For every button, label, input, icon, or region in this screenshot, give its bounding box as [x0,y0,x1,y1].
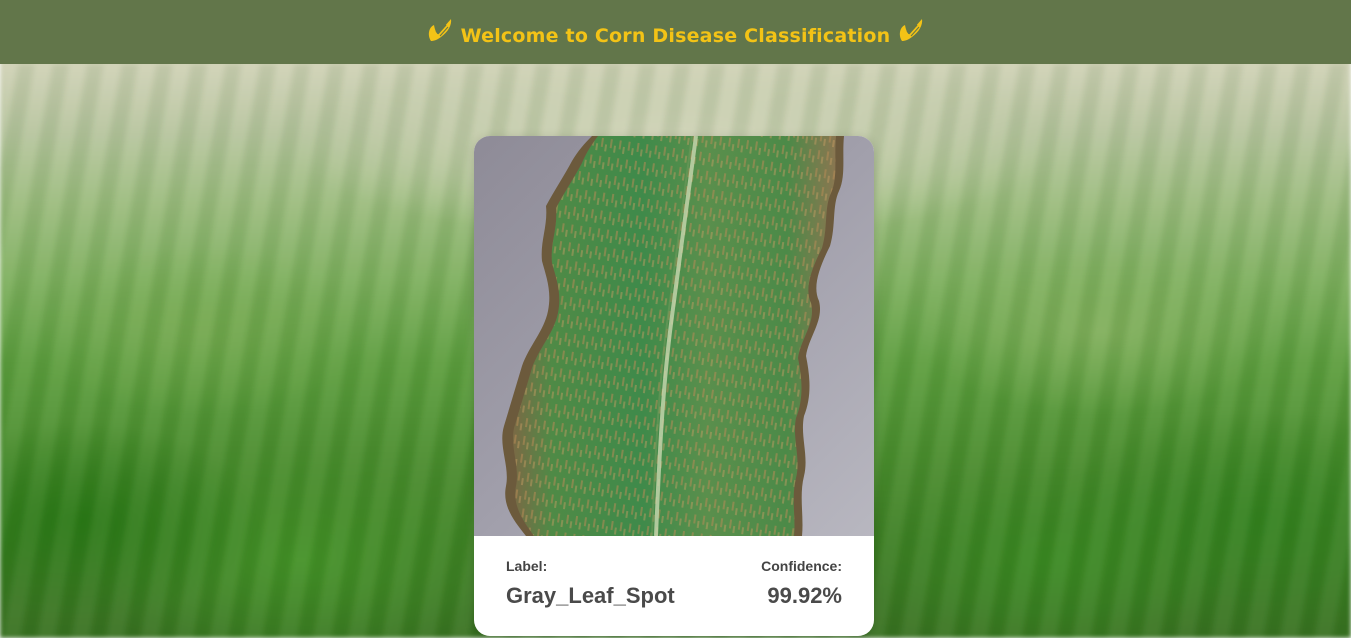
corn-icon [428,19,451,41]
confidence-value: 99.92% [767,583,842,608]
corn-leaf-photo [474,136,874,536]
prediction-card: Label: Gray_Leaf_Spot Confidence: 99.92% [474,136,874,636]
prediction-result: Label: Gray_Leaf_Spot Confidence: 99.92% [474,536,874,636]
page-title: Welcome to Corn Disease Classification [460,25,891,47]
corn-icon [900,19,923,41]
confidence-caption: Confidence: [761,558,842,574]
label-caption: Label: [506,558,548,574]
app-header: Welcome to Corn Disease Classification [0,0,1351,64]
predicted-label: Gray_Leaf_Spot [506,583,675,608]
